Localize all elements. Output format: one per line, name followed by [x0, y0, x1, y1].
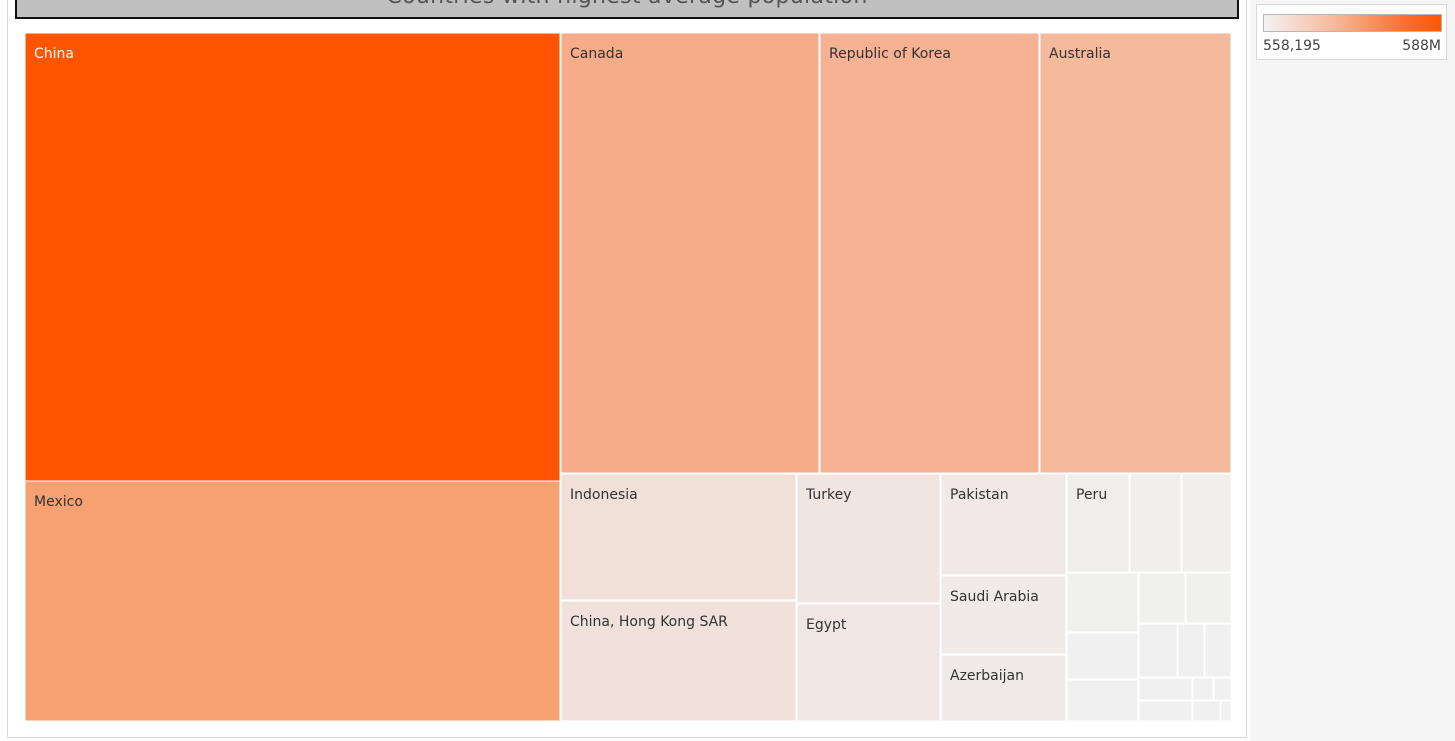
tile-label-canada: Canada: [570, 46, 623, 62]
tile-mexico[interactable]: [24, 480, 561, 722]
tile-china-hong-kong-sar[interactable]: [560, 600, 797, 722]
dashboard: China Mexico Canada Republic of Korea Austra…: [7, 0, 1247, 738]
tile-label-mexico: Mexico: [34, 494, 83, 510]
treemap-chart: China Mexico Canada Republic of Korea Austra…: [24, 32, 1232, 722]
tile-unlabeled-8[interactable]: [1177, 623, 1205, 678]
tile-china[interactable]: [24, 32, 561, 482]
color-ramp: [1263, 14, 1442, 32]
tile-unlabeled-5[interactable]: [1185, 572, 1232, 624]
tile-indonesia[interactable]: [560, 473, 797, 601]
tile-unlabeled-2[interactable]: [1181, 473, 1232, 573]
tile-unlabeled-14[interactable]: [1138, 700, 1193, 722]
tile-egypt[interactable]: [796, 603, 941, 722]
legend-min-label: 558,195: [1263, 38, 1321, 54]
tile-republic-of-korea[interactable]: [819, 32, 1040, 474]
tile-unlabeled-11[interactable]: [1138, 677, 1193, 701]
treemap-svg: China Mexico Canada Republic of Korea Austra…: [24, 32, 1232, 722]
tile-label-peru: Peru: [1076, 487, 1107, 503]
tile-unlabeled-7[interactable]: [1138, 623, 1178, 678]
title-bar: Countries with highest average populatio…: [15, 0, 1239, 19]
tile-peru[interactable]: [1066, 473, 1130, 573]
tile-canada[interactable]: [560, 32, 820, 474]
tile-label-saudi-arabia: Saudi Arabia: [950, 589, 1039, 605]
tile-label-china: China: [34, 46, 74, 62]
tile-turkey[interactable]: [796, 473, 941, 604]
tile-unlabeled-9[interactable]: [1204, 623, 1232, 678]
tile-unlabeled-12[interactable]: [1192, 677, 1214, 701]
tile-label-egypt: Egypt: [806, 617, 847, 633]
chart-title: Countries with highest average populatio…: [386, 0, 867, 13]
tile-unlabeled-3[interactable]: [1066, 572, 1139, 633]
tile-unlabeled-1[interactable]: [1129, 473, 1182, 573]
tile-australia[interactable]: [1039, 32, 1232, 474]
tile-label-republic-of-korea: Republic of Korea: [829, 46, 951, 62]
tile-saudi-arabia[interactable]: [940, 575, 1067, 655]
tile-label-indonesia: Indonesia: [570, 487, 638, 503]
tile-unlabeled-13[interactable]: [1213, 677, 1232, 701]
tile-unlabeled-4[interactable]: [1138, 572, 1186, 624]
tile-label-australia: Australia: [1049, 46, 1111, 62]
tile-label-turkey: Turkey: [805, 487, 852, 503]
legend-max-label: 588M: [1402, 38, 1441, 54]
tile-label-azerbaijan: Azerbaijan: [950, 668, 1024, 684]
tile-unlabeled-15[interactable]: [1192, 700, 1221, 722]
tile-unlabeled-10[interactable]: [1066, 679, 1139, 722]
color-legend: 558,195 588M: [1256, 4, 1447, 60]
tile-azerbaijan[interactable]: [940, 654, 1067, 722]
tile-pakistan[interactable]: [940, 473, 1067, 576]
tile-label-pakistan: Pakistan: [950, 487, 1009, 503]
tile-unlabeled-16[interactable]: [1220, 700, 1232, 722]
tile-label-china-hong-kong-sar: China, Hong Kong SAR: [570, 614, 728, 630]
tile-unlabeled-6[interactable]: [1066, 632, 1139, 680]
